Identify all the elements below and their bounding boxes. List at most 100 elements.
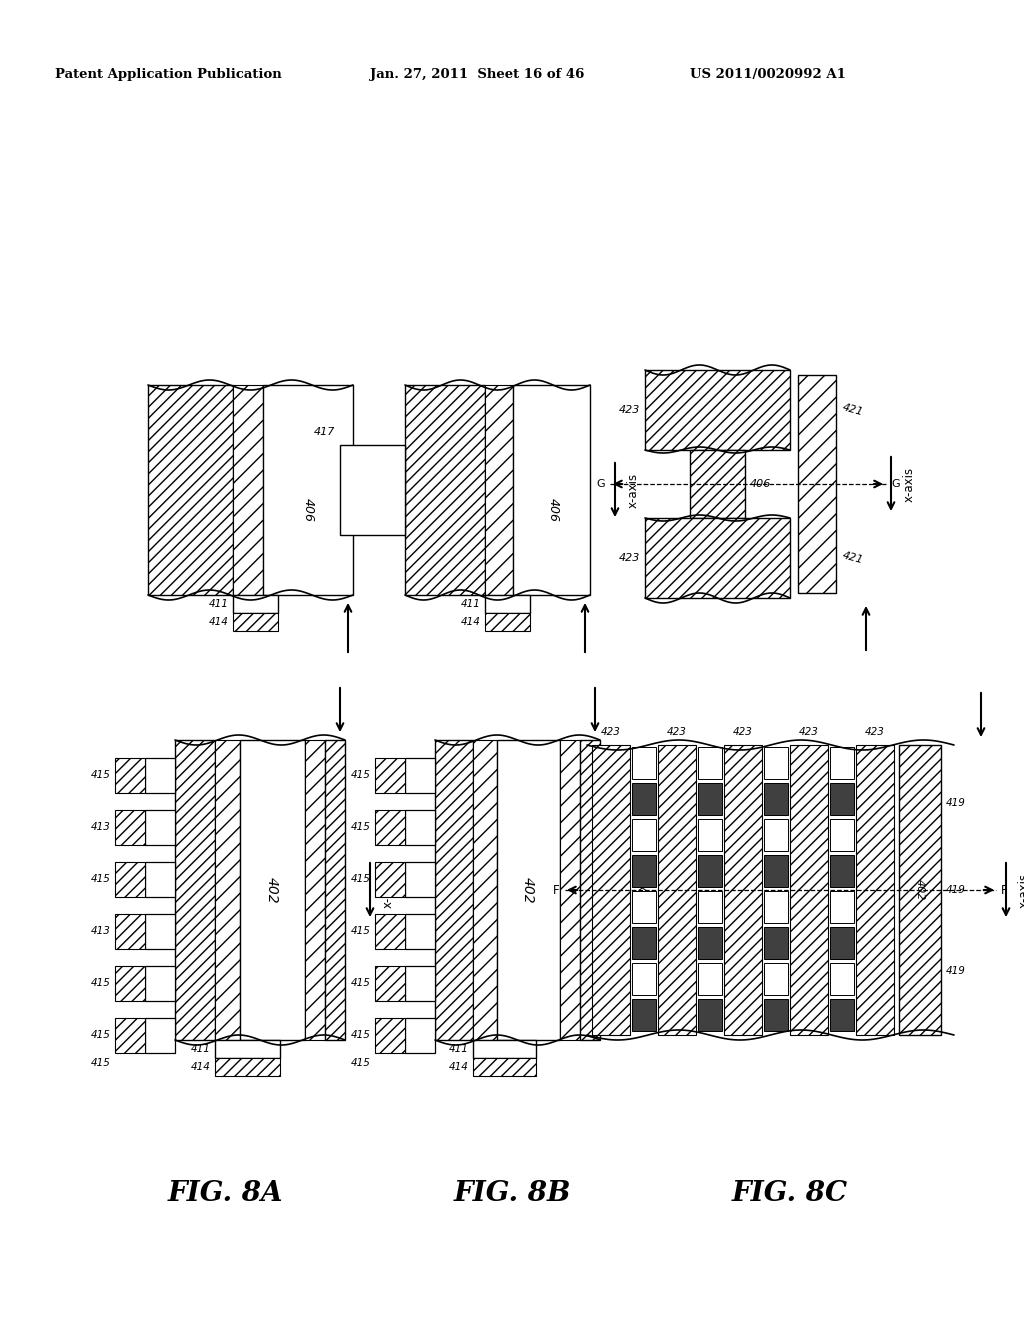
Bar xyxy=(473,1059,536,1076)
Bar xyxy=(406,385,485,595)
Bar xyxy=(830,783,854,814)
Bar xyxy=(698,891,722,923)
Text: 415: 415 xyxy=(91,770,111,780)
Bar xyxy=(798,375,836,593)
Text: 413: 413 xyxy=(91,927,111,936)
Bar xyxy=(115,966,145,1001)
Bar xyxy=(830,999,854,1031)
Text: 413: 413 xyxy=(91,822,111,832)
Text: 402: 402 xyxy=(265,876,279,903)
Bar xyxy=(406,810,435,845)
Text: 402: 402 xyxy=(915,879,925,900)
Bar xyxy=(690,450,745,517)
Bar xyxy=(305,741,325,1040)
Bar xyxy=(115,810,145,845)
Text: x-axis: x-axis xyxy=(627,473,640,508)
Bar xyxy=(645,517,790,598)
Bar xyxy=(145,913,175,949)
Bar xyxy=(375,1018,406,1053)
Bar xyxy=(497,741,560,1040)
Bar xyxy=(899,744,941,1035)
Text: Jan. 27, 2011  Sheet 16 of 46: Jan. 27, 2011 Sheet 16 of 46 xyxy=(370,69,585,81)
Bar xyxy=(632,927,656,960)
Text: F: F xyxy=(553,883,560,896)
Bar xyxy=(764,855,788,887)
Bar xyxy=(764,891,788,923)
Text: 411: 411 xyxy=(461,599,481,609)
Bar xyxy=(830,818,854,851)
Text: 421: 421 xyxy=(841,403,864,417)
Bar xyxy=(473,1040,536,1059)
Bar xyxy=(145,966,175,1001)
Bar xyxy=(115,913,145,949)
Text: 402: 402 xyxy=(521,876,535,903)
Bar xyxy=(830,855,854,887)
Text: FIG. 8C: FIG. 8C xyxy=(732,1180,848,1206)
Bar xyxy=(145,1018,175,1053)
Bar xyxy=(485,595,530,612)
Text: x-axis: x-axis xyxy=(637,873,650,908)
Bar xyxy=(632,783,656,814)
Text: 415: 415 xyxy=(351,978,371,987)
Bar xyxy=(473,741,497,1040)
Bar xyxy=(764,818,788,851)
Bar xyxy=(830,891,854,923)
Text: x-axis: x-axis xyxy=(382,873,395,908)
Bar xyxy=(485,385,513,595)
Bar xyxy=(632,891,656,923)
Bar xyxy=(698,855,722,887)
Bar xyxy=(560,741,580,1040)
Text: 415: 415 xyxy=(351,1030,371,1040)
Bar xyxy=(698,818,722,851)
Text: US 2011/0020992 A1: US 2011/0020992 A1 xyxy=(690,69,846,81)
Text: 423: 423 xyxy=(618,553,640,564)
Bar xyxy=(233,612,278,631)
Bar xyxy=(145,758,175,793)
Text: x-axis: x-axis xyxy=(390,473,403,508)
Text: 414: 414 xyxy=(450,1063,469,1072)
Text: 411: 411 xyxy=(450,1044,469,1053)
Text: Patent Application Publication: Patent Application Publication xyxy=(55,69,282,81)
Bar xyxy=(513,385,590,595)
Text: 411: 411 xyxy=(209,599,229,609)
Text: 415: 415 xyxy=(91,978,111,987)
Text: x-axis: x-axis xyxy=(903,466,916,502)
Text: FIG. 8B: FIG. 8B xyxy=(454,1180,570,1206)
Text: 415: 415 xyxy=(351,822,371,832)
Bar xyxy=(632,855,656,887)
Bar xyxy=(698,999,722,1031)
Text: 415: 415 xyxy=(351,874,371,884)
Text: FIG. 8A: FIG. 8A xyxy=(167,1180,283,1206)
Bar xyxy=(406,1018,435,1053)
Text: F: F xyxy=(1001,883,1008,896)
Bar xyxy=(724,744,762,1035)
Bar xyxy=(215,1040,280,1059)
Text: 415: 415 xyxy=(91,1059,111,1068)
Text: 423: 423 xyxy=(799,727,819,737)
Bar xyxy=(658,744,696,1035)
Text: 415: 415 xyxy=(91,874,111,884)
Bar xyxy=(148,385,233,595)
Text: 414: 414 xyxy=(191,1063,211,1072)
Bar xyxy=(830,964,854,995)
Bar xyxy=(375,966,406,1001)
Text: 406: 406 xyxy=(301,498,314,521)
Text: 415: 415 xyxy=(351,770,371,780)
Bar xyxy=(592,744,630,1035)
Text: 419: 419 xyxy=(946,884,966,895)
Bar xyxy=(406,758,435,793)
Bar xyxy=(375,862,406,898)
Bar xyxy=(215,741,240,1040)
Bar xyxy=(406,913,435,949)
Bar xyxy=(145,862,175,898)
Bar xyxy=(764,964,788,995)
Bar xyxy=(632,747,656,779)
Text: 423: 423 xyxy=(733,727,753,737)
Bar xyxy=(485,612,530,631)
Bar xyxy=(240,741,305,1040)
Bar xyxy=(830,927,854,960)
Bar xyxy=(375,913,406,949)
Bar xyxy=(790,744,828,1035)
Bar xyxy=(340,445,406,535)
Text: G: G xyxy=(891,479,900,488)
